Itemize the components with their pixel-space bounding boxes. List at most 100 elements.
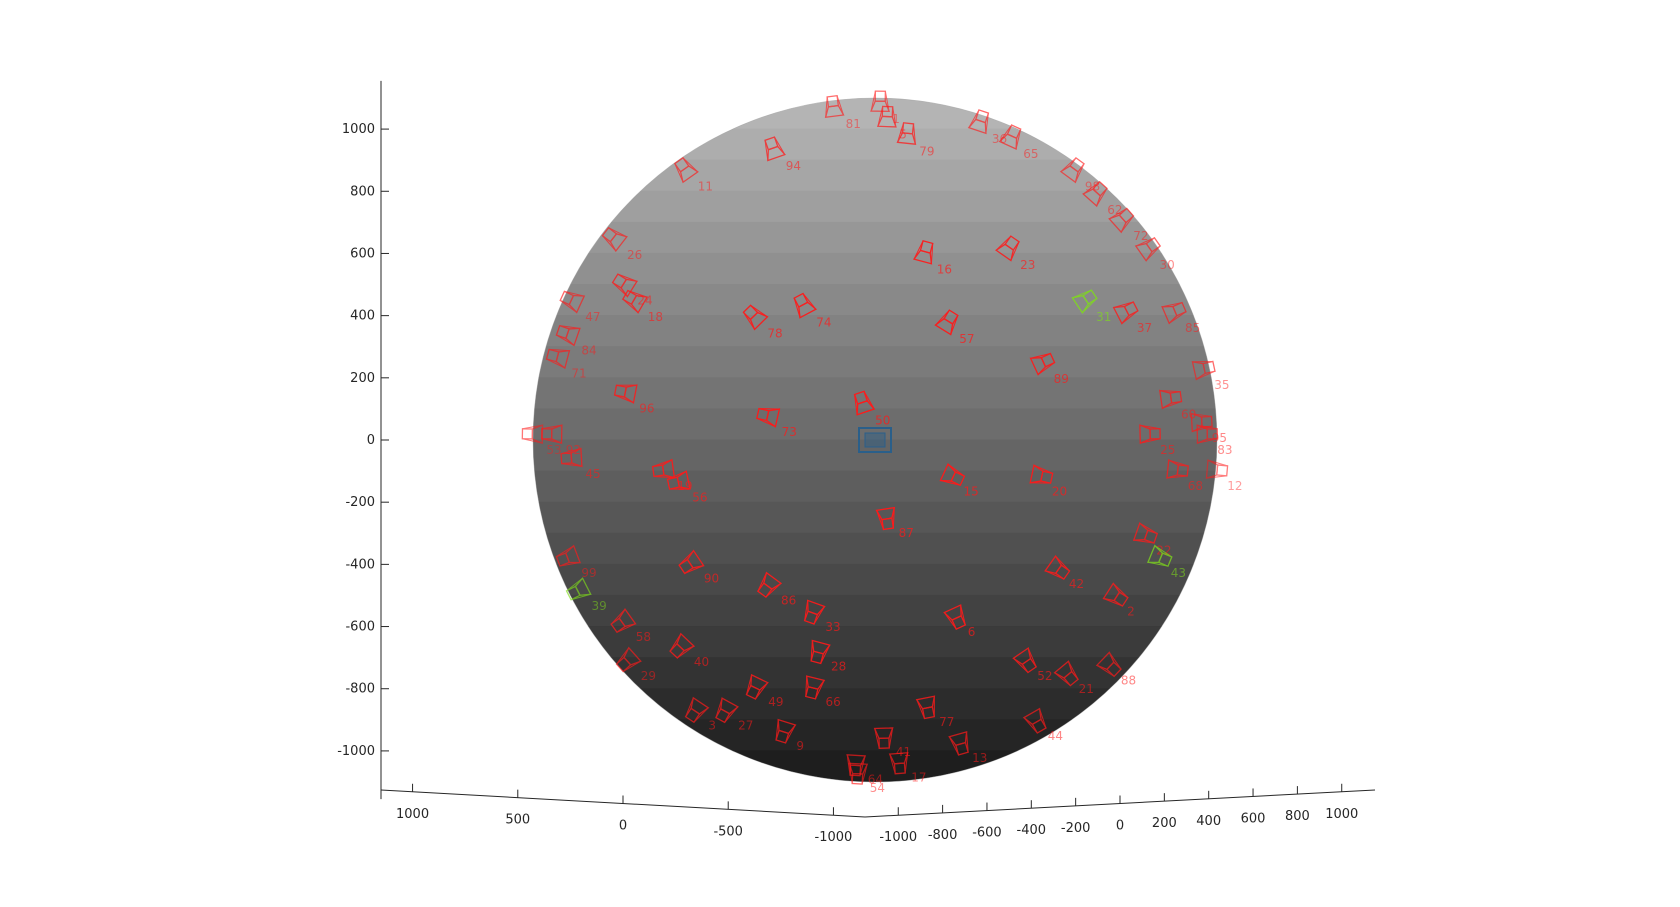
camera-77[interactable]: 77 xyxy=(915,695,955,729)
camera-frustum-box xyxy=(560,452,573,465)
camera-84[interactable]: 84 xyxy=(555,322,597,357)
camera-96[interactable]: 96 xyxy=(613,381,655,415)
camera-27[interactable]: 27 xyxy=(712,697,753,733)
camera-label: 60 xyxy=(1181,407,1196,421)
camera-43[interactable]: 43 xyxy=(1147,544,1186,580)
camera-16[interactable]: 16 xyxy=(912,240,952,277)
camera-12[interactable]: 12 xyxy=(1205,459,1242,493)
camera-frustum-box xyxy=(1169,390,1183,404)
camera-89[interactable]: 89 xyxy=(1029,350,1069,386)
camera-28[interactable]: 28 xyxy=(807,639,846,674)
camera-42[interactable]: 42 xyxy=(1044,554,1084,591)
camera-50[interactable]: 50 xyxy=(851,390,891,427)
camera-frustum-box xyxy=(1082,289,1098,305)
camera-frustum xyxy=(678,549,705,575)
camera-frustum-edge xyxy=(1033,464,1053,474)
camera-23[interactable]: 23 xyxy=(994,234,1035,272)
camera-85[interactable]: 85 xyxy=(1161,299,1200,335)
camera-71[interactable]: 71 xyxy=(545,346,587,381)
camera-36[interactable]: 36 xyxy=(967,109,1007,146)
z-axis-tick-label: 0 xyxy=(367,433,375,448)
camera-frustum-edge xyxy=(870,91,876,112)
camera-label: 11 xyxy=(698,180,713,194)
camera-53[interactable]: 53 xyxy=(521,424,562,457)
camera-frustum-box xyxy=(1040,352,1056,368)
camera-81[interactable]: 81 xyxy=(823,94,861,131)
camera-frustum-edge xyxy=(1082,298,1098,314)
camera-30[interactable]: 30 xyxy=(1134,235,1175,272)
camera-9[interactable]: 9 xyxy=(772,718,804,753)
camera-11[interactable]: 11 xyxy=(672,156,714,194)
y-axis-tick-label: 600 xyxy=(1241,811,1266,826)
camera-79[interactable]: 79 xyxy=(896,122,935,158)
camera-54[interactable]: 54 xyxy=(848,762,885,795)
camera-5[interactable]: 5 xyxy=(876,105,907,142)
camera-26[interactable]: 26 xyxy=(600,225,642,262)
camera-83[interactable]: 83 xyxy=(1196,424,1233,457)
camera-label: 53 xyxy=(546,443,561,457)
camera-frustum-edge xyxy=(750,304,768,318)
camera-74[interactable]: 74 xyxy=(791,292,832,330)
camera-65[interactable]: 65 xyxy=(998,123,1039,161)
camera-frustum-edge xyxy=(684,565,704,574)
camera-60[interactable]: 60 xyxy=(1159,388,1196,422)
camera-18[interactable]: 18 xyxy=(621,287,663,324)
camera-56[interactable]: 56 xyxy=(666,470,708,505)
camera-3[interactable]: 3 xyxy=(682,696,716,733)
camera-frustum-edge xyxy=(1010,241,1020,261)
camera-15[interactable]: 15 xyxy=(939,463,979,499)
camera-94[interactable]: 94 xyxy=(761,136,801,173)
camera-41[interactable]: 41 xyxy=(873,727,912,759)
camera-frustum-edge xyxy=(1133,539,1155,544)
camera-ref[interactable] xyxy=(858,427,892,453)
camera-20[interactable]: 20 xyxy=(1029,464,1067,499)
camera-99[interactable]: 99 xyxy=(555,544,597,580)
camera-72[interactable]: 72 xyxy=(1108,205,1148,243)
camera-73[interactable]: 73 xyxy=(756,405,797,439)
camera-33[interactable]: 33 xyxy=(801,599,841,634)
camera-label: 13 xyxy=(972,751,987,765)
camera-68[interactable]: 68 xyxy=(1166,459,1203,493)
camera-6[interactable]: 6 xyxy=(943,604,975,639)
camera-52[interactable]: 52 xyxy=(1012,647,1053,683)
camera-frustum-edge xyxy=(1015,129,1022,150)
camera-78[interactable]: 78 xyxy=(741,303,783,341)
camera-frustum-edge xyxy=(1055,555,1070,572)
camera-47[interactable]: 47 xyxy=(559,288,601,324)
camera-frustum xyxy=(934,309,959,336)
camera-88[interactable]: 88 xyxy=(1095,651,1136,687)
camera-64[interactable]: 64 xyxy=(846,754,883,787)
camera-13[interactable]: 13 xyxy=(948,730,987,765)
camera-57[interactable]: 57 xyxy=(934,308,975,346)
camera-frustum-edge xyxy=(1068,661,1079,680)
camera-39[interactable]: 39 xyxy=(565,577,607,613)
camera-35[interactable]: 35 xyxy=(1191,358,1229,392)
camera-25[interactable]: 25 xyxy=(1139,424,1175,457)
camera-87[interactable]: 87 xyxy=(875,506,914,540)
camera-37[interactable]: 37 xyxy=(1112,298,1153,335)
camera-frustum-edge xyxy=(933,696,935,717)
camera-49[interactable]: 49 xyxy=(743,673,784,709)
camera-frustum-box xyxy=(901,122,915,135)
camera-label: 3 xyxy=(708,719,716,733)
camera-frustum-edge xyxy=(940,479,961,486)
camera-66[interactable]: 66 xyxy=(802,675,841,709)
camera-frustum xyxy=(1082,180,1108,208)
camera-29[interactable]: 29 xyxy=(614,646,656,683)
camera-frustum-edge xyxy=(560,447,581,455)
camera-58[interactable]: 58 xyxy=(609,608,651,644)
camera-label: 74 xyxy=(816,315,831,329)
camera-2[interactable]: 2 xyxy=(1102,582,1135,618)
camera-frustum-box xyxy=(666,476,681,490)
camera-21[interactable]: 21 xyxy=(1053,660,1094,696)
z-axis-tick-label: 200 xyxy=(350,371,375,386)
camera-45[interactable]: 45 xyxy=(560,447,601,481)
camera-40[interactable]: 40 xyxy=(667,632,709,669)
camera-frustum-box xyxy=(1021,657,1038,674)
camera-90[interactable]: 90 xyxy=(677,549,719,586)
camera-frustum xyxy=(824,94,845,119)
camera-31[interactable]: 31 xyxy=(1071,287,1111,324)
camera-44[interactable]: 44 xyxy=(1022,707,1063,743)
camera-17[interactable]: 17 xyxy=(888,752,927,785)
camera-86[interactable]: 86 xyxy=(755,571,797,608)
